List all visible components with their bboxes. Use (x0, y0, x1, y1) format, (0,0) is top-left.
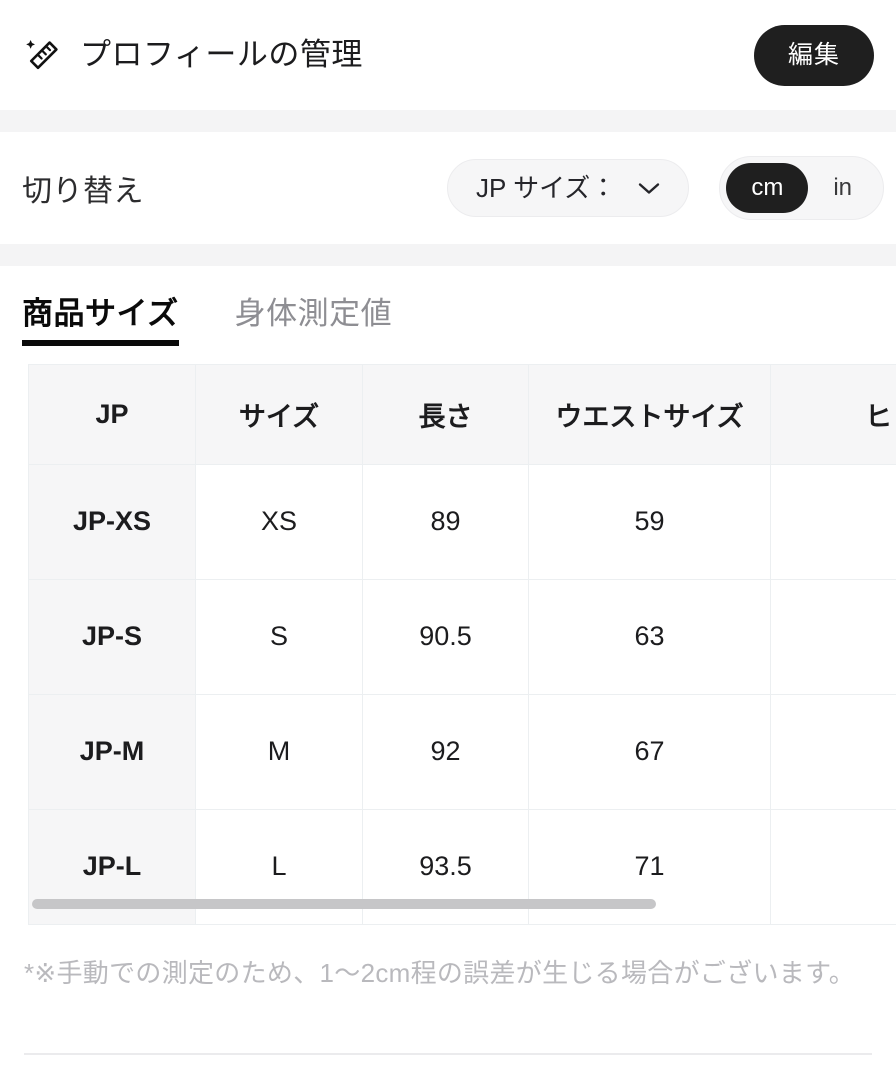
table-row: JP-XS XS 89 59 7 (28, 463, 896, 580)
size-standard-select[interactable]: JP サイズ： (446, 159, 690, 217)
cell-waist: 63 (528, 578, 771, 695)
chevron-down-icon (638, 182, 660, 195)
size-table: JP サイズ 長さ ウエストサイズ ヒップ JP-XS XS 89 59 7 J… (28, 363, 896, 925)
edit-button[interactable]: 編集 (753, 24, 874, 86)
app-header: プロフィールの管理 編集 (0, 0, 896, 110)
size-table-scroll-container[interactable]: JP サイズ 長さ ウエストサイズ ヒップ JP-XS XS 89 59 7 J… (28, 363, 896, 925)
horizontal-scrollbar[interactable] (32, 898, 896, 909)
size-standard-value: JP サイズ： (475, 173, 617, 203)
cell-hip: 8 (770, 693, 896, 810)
bottom-divider (24, 1053, 872, 1055)
cell-length: 92 (362, 693, 529, 810)
column-header-hip: ヒップ (770, 363, 896, 465)
column-header-jp: JP (28, 363, 196, 465)
size-table-body: JP-XS XS 89 59 7 JP-S S 90.5 63 8 JP-M M… (28, 463, 896, 925)
cell-hip: 8 (770, 578, 896, 695)
header-left-group: プロフィールの管理 (22, 35, 754, 75)
table-row: JP-M M 92 67 8 (28, 693, 896, 810)
section-divider-band-bottom (0, 244, 896, 266)
cell-length: 90.5 (362, 578, 529, 695)
tab-product-size[interactable]: 商品サイズ (22, 296, 179, 346)
cell-size: S (195, 578, 363, 695)
cell-jp: JP-M (28, 693, 196, 810)
cell-jp: JP-S (28, 578, 196, 695)
unit-toggle[interactable]: cm in (719, 156, 884, 220)
column-header-size: サイズ (195, 363, 363, 465)
table-row: JP-S S 90.5 63 8 (28, 578, 896, 695)
switch-controls: JP サイズ： cm in (446, 156, 884, 220)
cell-size: M (195, 693, 363, 810)
cell-hip: 7 (770, 463, 896, 580)
measurement-tabs: 商品サイズ 身体測定値 (0, 266, 896, 346)
section-divider-band-top (0, 110, 896, 132)
size-table-head: JP サイズ 長さ ウエストサイズ ヒップ (28, 363, 896, 465)
table-header-row: JP サイズ 長さ ウエストサイズ ヒップ (28, 363, 896, 465)
cell-jp: JP-XS (28, 463, 196, 580)
page-title: プロフィールの管理 (80, 37, 363, 73)
unit-option-in[interactable]: in (833, 174, 852, 201)
horizontal-scrollbar-thumb[interactable] (32, 898, 656, 909)
cell-waist: 67 (528, 693, 771, 810)
ruler-sparkle-icon (22, 35, 62, 75)
unit-option-cm[interactable]: cm (726, 163, 809, 213)
cell-waist: 59 (528, 463, 771, 580)
column-header-waist: ウエストサイズ (528, 363, 771, 465)
cell-hip: 8 (770, 808, 896, 925)
measurement-disclaimer: *※手動での測定のため、1〜2cm程の誤差が生じる場合がございます。 (24, 957, 856, 988)
tab-body-measurements[interactable]: 身体測定値 (234, 296, 393, 331)
cell-size: XS (195, 463, 363, 580)
switch-section-label: 切り替え (22, 175, 144, 208)
cell-length: 89 (362, 463, 529, 580)
switch-section: 切り替え JP サイズ： cm in (0, 132, 896, 244)
column-header-length: 長さ (362, 363, 529, 465)
